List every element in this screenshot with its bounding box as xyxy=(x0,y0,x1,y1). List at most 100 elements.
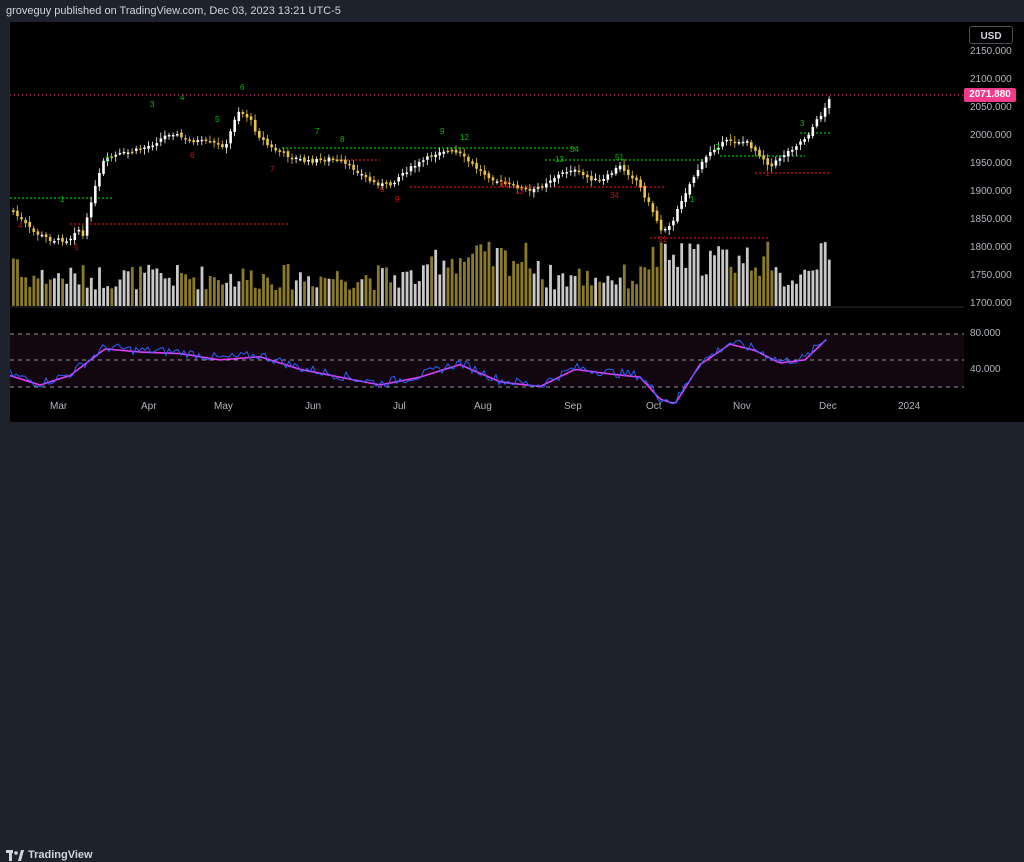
time-label: Sep xyxy=(564,401,582,412)
volume-bar xyxy=(200,266,204,306)
volume-bar xyxy=(688,243,692,306)
candle-body xyxy=(516,184,519,189)
volume-bar xyxy=(639,266,643,306)
chart-pane[interactable]: 1 2 3 4 5 6 7 8 9 12 13 34 51 1 2 3 4 5 6 7 8 9 12 13 34 51 1 xyxy=(10,22,964,422)
candle-body xyxy=(385,182,388,184)
volume-bar xyxy=(573,276,577,306)
volume-bar xyxy=(434,249,438,306)
price-tick: 2050.000 xyxy=(970,102,1012,113)
candle-body xyxy=(376,182,380,186)
volume-bar xyxy=(122,270,126,306)
volume-bar xyxy=(397,287,401,306)
volume-bar xyxy=(475,245,479,306)
volume-bar xyxy=(553,289,556,306)
candle-body xyxy=(463,153,466,157)
current-price-tag: 2071.880 xyxy=(964,88,1016,102)
volume-bar xyxy=(65,283,69,306)
candle-body xyxy=(725,139,728,142)
price-tick: 2000.000 xyxy=(970,130,1012,141)
volume-bar xyxy=(754,267,757,306)
setup-count-label: 7 xyxy=(315,127,320,136)
volume-bar xyxy=(130,267,134,306)
volume-bar xyxy=(385,267,388,306)
candle-body xyxy=(397,177,400,182)
setup-count-label: 34 xyxy=(610,191,619,200)
candle-body xyxy=(135,148,138,151)
candle-body xyxy=(28,221,31,228)
volume-bar xyxy=(438,274,442,306)
candle-body xyxy=(151,145,154,148)
candle-body xyxy=(12,210,15,212)
currency-button[interactable]: USD xyxy=(969,26,1013,44)
candle-body xyxy=(737,142,741,144)
volume-bar xyxy=(458,258,462,306)
sr-levels xyxy=(10,132,830,239)
volume-bar xyxy=(512,260,515,306)
volume-bar xyxy=(663,243,667,306)
volume-bar xyxy=(32,275,36,306)
tradingview-logo[interactable]: TradingView xyxy=(6,848,93,862)
candle-body xyxy=(294,157,298,160)
volume-bar xyxy=(381,268,384,306)
volume-bar xyxy=(36,278,40,306)
brand-name: TradingView xyxy=(28,849,93,861)
volume-bar xyxy=(262,274,265,306)
candle-body xyxy=(20,216,23,220)
volume-bar xyxy=(676,266,679,306)
volume-bar xyxy=(422,265,425,306)
volume-bar xyxy=(229,273,233,306)
rsi-tick: 80.000 xyxy=(970,328,1001,339)
candle-body xyxy=(110,156,113,158)
volume-bar xyxy=(253,287,257,306)
candle-body xyxy=(217,143,220,145)
volume-bar xyxy=(750,270,753,306)
volume-bar xyxy=(696,244,700,306)
candle-body xyxy=(405,172,409,174)
candle-body xyxy=(676,209,679,222)
volume-bar xyxy=(77,284,81,306)
candle-body xyxy=(196,140,200,143)
candle-body xyxy=(668,226,671,230)
setup-count-label: 9 xyxy=(440,127,445,136)
volume-bar xyxy=(528,268,532,306)
candle-body xyxy=(618,165,622,170)
price-tick: 2100.000 xyxy=(970,74,1012,85)
candle-body xyxy=(454,149,458,153)
volume-bar xyxy=(344,281,347,306)
volume-bar xyxy=(331,279,335,306)
volume-bar xyxy=(155,268,159,306)
volume-bar xyxy=(430,256,433,306)
volume-bar xyxy=(241,268,245,306)
volume-bar xyxy=(717,246,720,306)
volume-bar xyxy=(577,268,581,306)
volume-bar xyxy=(12,258,15,306)
volume-bar xyxy=(372,289,376,306)
candle-body xyxy=(188,139,191,141)
candle-body xyxy=(659,219,663,231)
setup-count-label: 8 xyxy=(340,135,345,144)
candle-body xyxy=(98,172,101,187)
volume-bar xyxy=(352,287,356,306)
volume-bar xyxy=(48,279,52,306)
candle-body xyxy=(422,160,425,162)
candle-body xyxy=(282,151,286,153)
candle-body xyxy=(471,161,474,164)
candle-body xyxy=(754,147,757,151)
volume-bar xyxy=(335,271,339,306)
candle-body xyxy=(245,114,249,118)
volume-bar xyxy=(376,265,380,306)
volume-bar xyxy=(192,277,196,306)
setup-count-label: 6 xyxy=(190,151,195,160)
volume-bar xyxy=(557,275,561,306)
candle-body xyxy=(290,157,294,160)
candle-body xyxy=(315,159,318,163)
volume-bar xyxy=(819,243,823,306)
volume-bar xyxy=(139,266,142,306)
candle-body xyxy=(581,171,585,176)
volume-bar xyxy=(319,276,323,306)
time-label: Nov xyxy=(733,401,751,412)
setup-count-label: 34 xyxy=(570,145,579,154)
volume-bar xyxy=(110,288,114,306)
